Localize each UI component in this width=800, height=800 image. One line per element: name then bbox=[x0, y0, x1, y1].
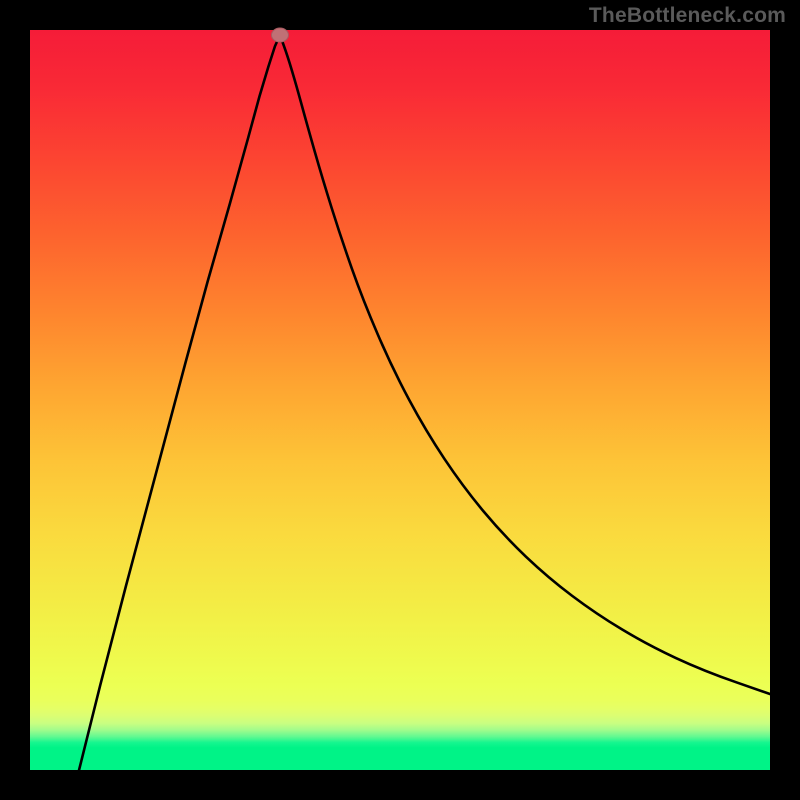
watermark-text: TheBottleneck.com bbox=[589, 4, 786, 28]
chart-container: TheBottleneck.com bbox=[0, 0, 800, 800]
bottleneck-chart bbox=[0, 0, 800, 800]
plot-background bbox=[30, 30, 770, 770]
minimum-marker bbox=[271, 28, 288, 42]
